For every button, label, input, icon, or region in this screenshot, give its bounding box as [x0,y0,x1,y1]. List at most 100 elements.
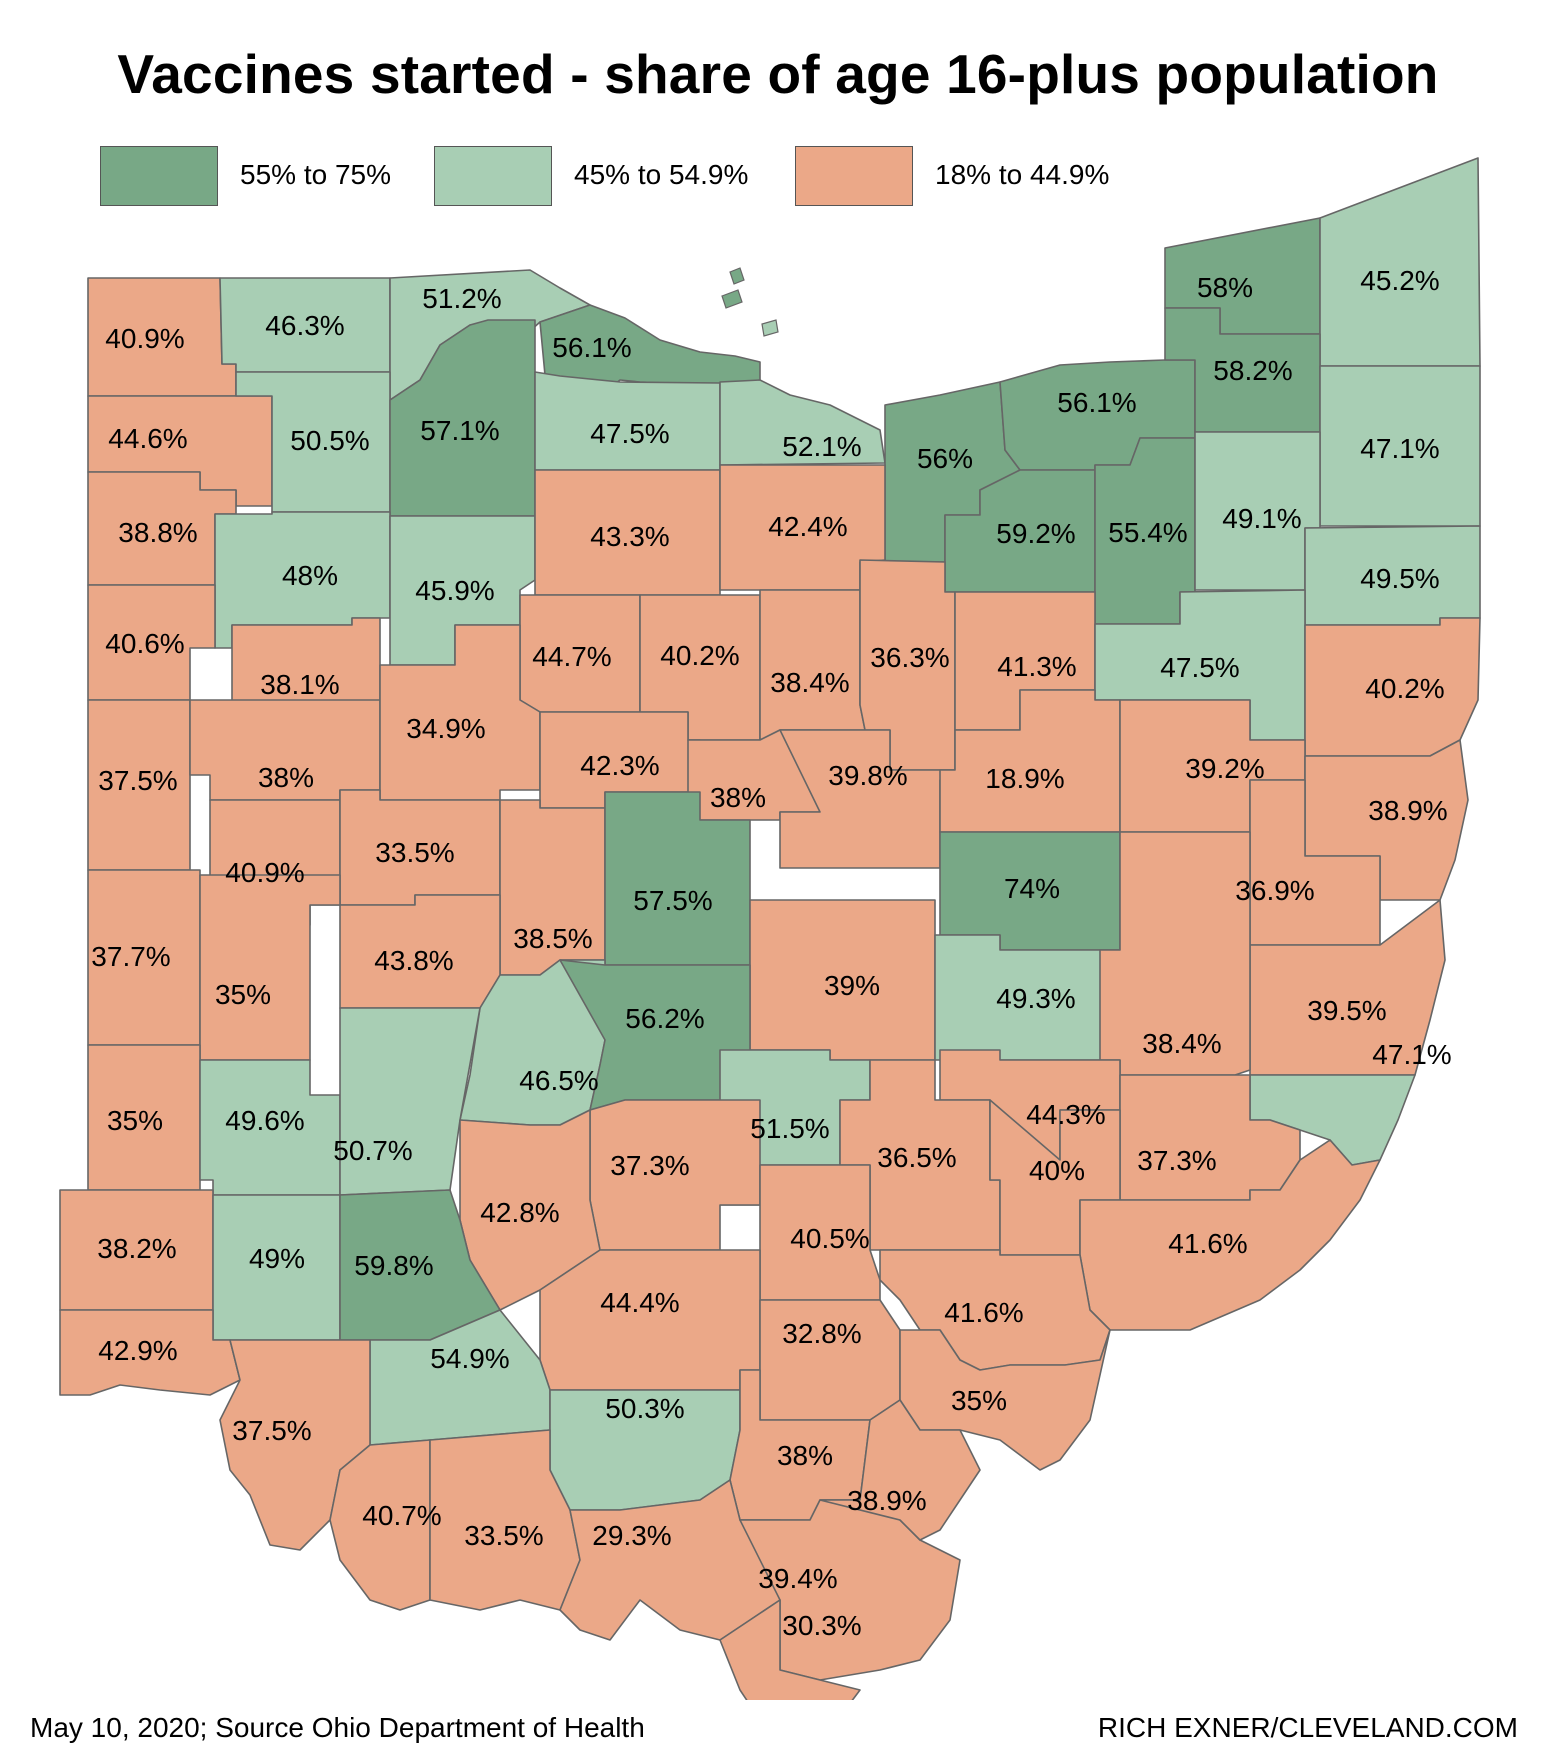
county-value-label: 46.5% [519,1065,598,1096]
county-value-label: 52.1% [782,431,861,462]
county-value-label: 33.5% [464,1520,543,1551]
county-value-label: 44.4% [600,1287,679,1318]
county-value-label: 39.4% [758,1563,837,1594]
legend-swatch-high [100,146,218,206]
county-value-label: 48% [282,560,338,591]
county-value-label: 74% [1004,873,1060,904]
legend-swatch-mid [434,146,552,206]
county-value-label: 41.3% [997,651,1076,682]
county-shape [1319,157,1481,367]
county-shape [219,1339,371,1551]
county-value-label: 50.7% [333,1135,412,1166]
county-value-label: 41.6% [944,1297,1023,1328]
county-value-label: 38.5% [513,923,592,954]
county-value-label: 40.9% [225,857,304,888]
county-value-label: 42.8% [480,1197,559,1228]
legend-label-high: 55% to 75% [240,159,391,190]
county-value-label: 36.5% [877,1142,956,1173]
county-value-label: 49.6% [225,1105,304,1136]
county-value-label: 35% [107,1105,163,1136]
county-value-label: 49.5% [1360,563,1439,594]
county-value-label: 37.7% [91,941,170,972]
county-value-label: 38.2% [97,1233,176,1264]
county-value-label: 44.6% [108,423,187,454]
legend-swatch-low [795,146,913,206]
county-value-label: 56% [917,443,973,474]
county-value-label: 39.8% [828,760,907,791]
county-shape [719,1599,861,1700]
county-value-label: 36.3% [870,642,949,673]
county-value-label: 47.5% [1160,652,1239,683]
county-value-label: 44.7% [532,641,611,672]
county-value-label: 18.9% [985,763,1064,794]
county-value-label: 55.4% [1108,517,1187,548]
county-value-label: 58.2% [1213,355,1292,386]
county-value-label: 49.3% [996,983,1075,1014]
county-value-label: 38% [710,782,766,813]
county-value-label: 36.9% [1235,875,1314,906]
county-value-label: 40.9% [105,323,184,354]
credit-note: RICH EXNER/CLEVELAND.COM [1097,1712,1518,1743]
county-value-label: 40.2% [1365,673,1444,704]
county-value-label: 58% [1197,272,1253,303]
county-value-label: 38.8% [118,517,197,548]
county-shape [539,1249,761,1391]
county-value-label: 37.3% [1137,1145,1216,1176]
county-value-label: 56.2% [625,1003,704,1034]
county-value-label: 42.3% [580,750,659,781]
county-value-label: 40.5% [790,1223,869,1254]
county-value-label: 47.5% [590,418,669,449]
county-value-label: 39% [824,970,880,1001]
county-value-label: 35% [215,979,271,1010]
county-value-label: 44.3% [1026,1099,1105,1130]
county-value-label: 59.2% [996,518,1075,549]
county-value-label: 49.1% [1222,503,1301,534]
county-value-label: 56.1% [1057,387,1136,418]
county-value-label: 38.4% [770,667,849,698]
county-labels: 40.9% 46.3% 51.2% 56.1% 58% 45.2% 44.6% 50.5% 57… [91,265,1451,1641]
county-value-label: 54.9% [430,1343,509,1374]
county-shape [759,1164,881,1301]
county-value-label: 38% [258,762,314,793]
county-value-label: 39.5% [1307,995,1386,1026]
county-value-label: 49% [249,1243,305,1274]
county-value-label: 37.5% [98,765,177,796]
county-value-label: 46.3% [265,310,344,341]
county-value-label: 29.3% [592,1520,671,1551]
county-value-label: 47.1% [1372,1039,1451,1070]
source-note: May 10, 2020; Source Ohio Department of … [30,1712,645,1743]
county-value-label: 32.8% [782,1318,861,1349]
county-value-label: 34.9% [406,713,485,744]
county-value-label: 38% [777,1440,833,1471]
county-value-label: 33.5% [375,837,454,868]
county-value-label: 57.1% [420,415,499,446]
county-value-label: 45.9% [415,575,494,606]
county-value-label: 51.5% [750,1113,829,1144]
county-shape [339,1007,481,1196]
county-value-label: 40% [1029,1155,1085,1186]
legend-label-mid: 45% to 54.9% [574,159,749,190]
county-shape [329,1439,431,1611]
county-value-label: 45.2% [1360,265,1439,296]
county-shape [759,589,866,741]
county-value-label: 41.6% [1168,1228,1247,1259]
county-value-label: 38.9% [847,1485,926,1516]
county-value-label: 50.5% [290,425,369,456]
legend-label-low: 18% to 44.9% [935,159,1110,190]
county-shape [59,1309,241,1396]
county-value-label: 39.2% [1185,753,1264,784]
lake-erie-islands [721,267,779,337]
county-value-label: 51.2% [422,283,501,314]
county-value-label: 57.5% [633,885,712,916]
ohio-county-map: 40.9% 46.3% 51.2% 56.1% 58% 45.2% 44.6% 50.5% 57… [59,157,1481,1700]
county-value-label: 40.2% [660,640,739,671]
county-shapes [59,157,1481,1700]
county-value-label: 38.4% [1142,1028,1221,1059]
county-value-label: 30.3% [782,1610,861,1641]
county-value-label: 35% [951,1385,1007,1416]
county-value-label: 56.1% [552,332,631,363]
county-value-label: 38.1% [260,669,339,700]
county-value-label: 59.8% [354,1250,433,1281]
county-value-label: 40.6% [105,628,184,659]
county-value-label: 42.4% [768,511,847,542]
